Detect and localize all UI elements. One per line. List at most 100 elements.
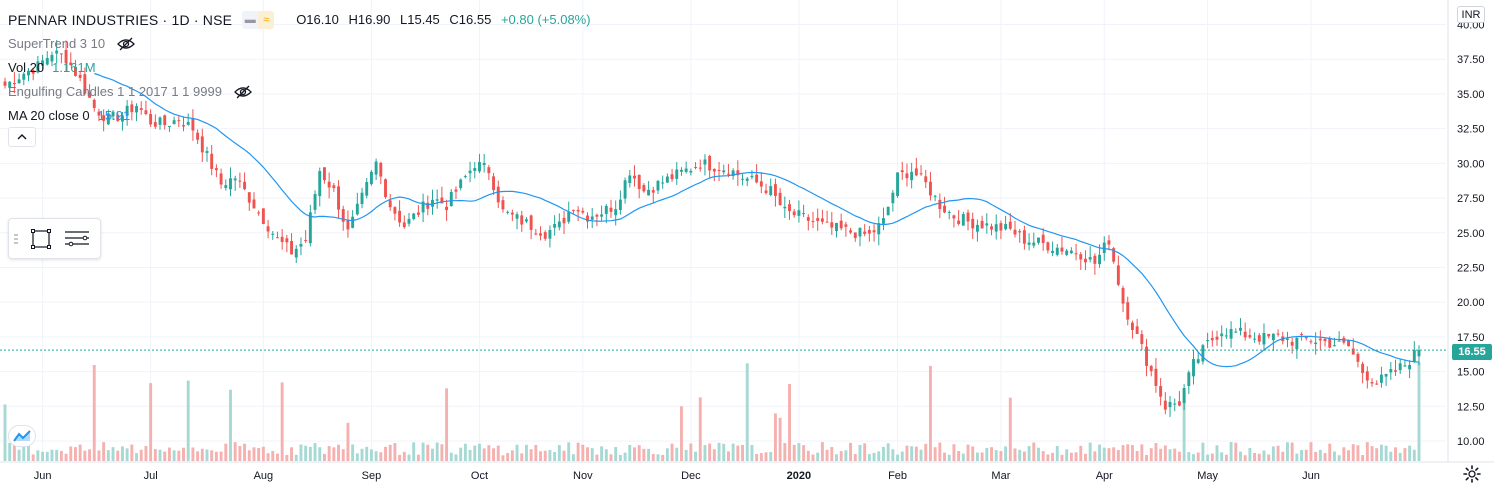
volume-bar bbox=[1220, 452, 1224, 461]
volume-bar bbox=[1224, 454, 1228, 461]
volume-bar bbox=[341, 449, 345, 461]
volume-bar bbox=[229, 389, 232, 461]
candle-body bbox=[849, 230, 853, 233]
volume-bar bbox=[454, 454, 458, 461]
candle-body bbox=[45, 58, 49, 65]
candle-body bbox=[106, 113, 110, 125]
volume-bar bbox=[1116, 449, 1120, 461]
volume-bar bbox=[524, 444, 528, 461]
ma-20-line bbox=[94, 72, 1420, 368]
candle-body bbox=[924, 176, 928, 183]
candle-body bbox=[205, 151, 209, 154]
volume-bar bbox=[1361, 455, 1365, 461]
eye-hidden-icon[interactable] bbox=[234, 85, 252, 99]
volume-bar bbox=[586, 447, 589, 461]
volume-bar bbox=[943, 452, 946, 461]
candles[interactable] bbox=[3, 39, 1421, 418]
last-price-badge: 16.55 bbox=[1452, 344, 1492, 360]
drag-handle-icon[interactable] bbox=[9, 219, 23, 258]
volume-bar bbox=[947, 454, 951, 461]
candle-body bbox=[510, 212, 514, 215]
volume-bar bbox=[1347, 450, 1350, 461]
candle-body bbox=[496, 186, 500, 203]
candle-body bbox=[571, 209, 575, 211]
settings-gear-icon[interactable] bbox=[1462, 464, 1482, 484]
volume-bar bbox=[1408, 445, 1412, 461]
time-axis-ticks[interactable]: Jun Jul Aug Sep Oct Nov Dec 2020 Feb Mar Apr May Jun bbox=[34, 470, 1320, 482]
candle-body bbox=[88, 92, 92, 98]
price-axis-ticks[interactable]: 40.0037.5035.0032.5030.0027.5025.0022.50… bbox=[1457, 20, 1485, 449]
volume-bar bbox=[543, 450, 547, 461]
volume-bar bbox=[177, 450, 181, 461]
candle-body bbox=[468, 170, 472, 174]
volume-bar bbox=[313, 443, 317, 461]
candle-body bbox=[346, 219, 350, 230]
tradingview-logo-icon[interactable] bbox=[8, 425, 36, 447]
candle-body bbox=[896, 172, 900, 197]
wave-icon[interactable]: ≈ bbox=[258, 11, 275, 29]
candle-body bbox=[1361, 363, 1365, 374]
candle-body bbox=[238, 180, 242, 182]
minus-icon[interactable]: ▬ bbox=[242, 11, 259, 29]
low-value: L15.45 bbox=[400, 12, 440, 27]
candle-body bbox=[788, 204, 791, 212]
rectangle-tool-button[interactable] bbox=[23, 221, 59, 257]
candle-body bbox=[1093, 255, 1097, 264]
candle-body bbox=[393, 207, 397, 214]
volume-bar bbox=[1286, 442, 1289, 461]
candle-body bbox=[1098, 254, 1102, 265]
candle-body bbox=[22, 73, 26, 80]
volume-bar bbox=[74, 447, 77, 461]
candle-body bbox=[557, 221, 561, 228]
volume-bar bbox=[1281, 451, 1285, 461]
symbol-title[interactable]: PENNAR INDUSTRIES · 1D · NSE bbox=[8, 12, 233, 28]
candle-body bbox=[816, 218, 820, 221]
candle-body bbox=[769, 186, 773, 196]
price-tick-label: 25.00 bbox=[1457, 228, 1485, 240]
currency-label[interactable]: INR bbox=[1457, 6, 1485, 23]
indicator-value: 15.91 bbox=[97, 108, 131, 123]
collapse-legend-button[interactable] bbox=[8, 127, 36, 147]
volume-bar bbox=[478, 443, 481, 461]
candle-body bbox=[1159, 386, 1163, 397]
candle-body bbox=[431, 199, 434, 207]
candle-body bbox=[844, 224, 848, 227]
candle-body bbox=[1379, 374, 1383, 383]
candle-body bbox=[947, 212, 951, 214]
volume-bar bbox=[1262, 450, 1266, 461]
price-tick-label: 35.00 bbox=[1457, 89, 1485, 101]
candle-body bbox=[83, 74, 87, 94]
candle-body bbox=[1196, 359, 1200, 363]
volume-bar bbox=[1173, 448, 1177, 461]
volume-bar bbox=[407, 454, 411, 461]
volume-bar bbox=[45, 451, 49, 461]
volume-bar bbox=[858, 444, 862, 461]
candle-body bbox=[825, 221, 829, 223]
candle-body bbox=[928, 181, 932, 196]
indicator-volume[interactable]: Vol 20 1.161M bbox=[8, 56, 597, 80]
indicator-ma[interactable]: MA 20 close 0 15.91 bbox=[8, 104, 597, 128]
volume-bar bbox=[557, 445, 561, 461]
candle-body bbox=[257, 212, 261, 214]
eye-hidden-icon[interactable] bbox=[117, 37, 136, 51]
close-value: C16.55 bbox=[449, 12, 492, 27]
candle-body bbox=[1055, 247, 1059, 255]
candle-body bbox=[717, 170, 721, 172]
candle-body bbox=[111, 111, 115, 117]
lines-tool-button[interactable] bbox=[59, 221, 95, 257]
candle-body bbox=[308, 212, 312, 244]
candle-body bbox=[426, 202, 430, 209]
drawing-toolbar bbox=[8, 218, 101, 259]
indicator-engulfing[interactable]: Engulfing Candles 1 1 2017 1 1 9999 bbox=[8, 80, 597, 104]
candle-body bbox=[337, 186, 340, 210]
candle-body bbox=[280, 236, 284, 243]
candle-body bbox=[440, 197, 444, 204]
volume-bar bbox=[1187, 452, 1191, 461]
volume-bar bbox=[78, 444, 82, 461]
volume-bar bbox=[1206, 454, 1210, 461]
volume-bar bbox=[144, 445, 148, 461]
indicator-supertrend[interactable]: SuperTrend 3 10 bbox=[8, 32, 597, 56]
volume-bar bbox=[299, 444, 303, 461]
candle-body bbox=[1408, 364, 1412, 370]
